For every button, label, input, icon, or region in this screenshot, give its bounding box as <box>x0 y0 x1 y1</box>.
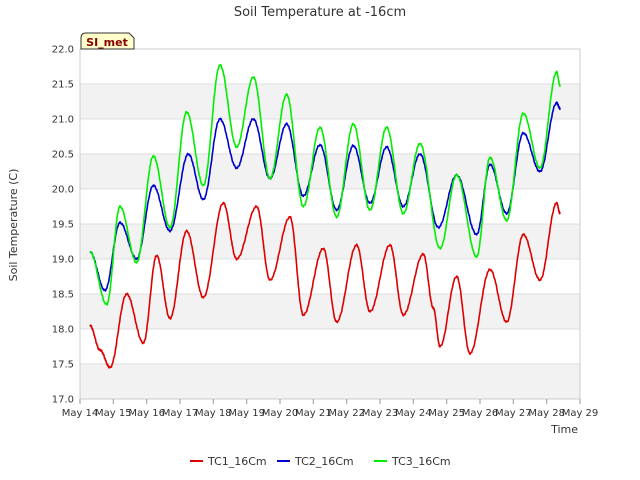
y-tick-label: 20.5 <box>52 150 74 161</box>
plot-area-frame <box>79 48 581 400</box>
x-tick-label: May 15 <box>95 408 132 419</box>
station-badge-label: SI_met <box>86 36 128 49</box>
y-tick-label: 21.0 <box>52 115 74 126</box>
y-tick-label: 18.5 <box>52 290 74 301</box>
legend-item-tc1_16cm: TC1_16Cm <box>190 455 267 468</box>
y-axis-ticks: 17.0 17.5 18.0 18.5 19.0 19.5 20.0 20.5 21.0 21.5… <box>52 45 74 406</box>
station-badge: SI_met <box>80 32 135 50</box>
series-line-tc3_16cm <box>89 63 561 306</box>
x-tick-label: May 14 <box>62 408 99 419</box>
x-tick-label: May 21 <box>295 408 332 419</box>
background-band <box>80 49 580 84</box>
legend-label: TC1_16Cm <box>207 455 267 468</box>
x-tick-label: May 20 <box>262 408 299 419</box>
legend-item-tc3_16cm: TC3_16Cm <box>374 455 451 468</box>
y-tick-label: 18.0 <box>52 325 74 336</box>
x-tick-label: May 22 <box>328 408 365 419</box>
y-tick-label: 22.0 <box>52 45 74 56</box>
x-tick-label: May 26 <box>462 408 499 419</box>
x-tick-label: May 16 <box>128 408 165 419</box>
y-tick-label: 20.0 <box>52 185 74 196</box>
x-tick-label: May 18 <box>195 408 232 419</box>
background-band <box>80 224 580 259</box>
background-band <box>80 119 580 154</box>
x-tick-label: May 19 <box>228 408 265 419</box>
series-lines <box>89 63 561 369</box>
background-band <box>80 84 580 119</box>
y-tick-label: 17.5 <box>52 360 74 371</box>
x-tick-label: May 27 <box>495 408 532 419</box>
background-band <box>80 364 580 399</box>
y-tick-label: 19.0 <box>52 255 74 266</box>
y-tick-label: 17.0 <box>52 395 74 406</box>
x-axis-label: Time <box>550 423 578 436</box>
legend-label: TC2_16Cm <box>294 455 354 468</box>
x-tick-label: May 28 <box>528 408 565 419</box>
series-line-tc1_16cm <box>89 201 561 369</box>
legend-item-tc2_16cm: TC2_16Cm <box>277 455 354 468</box>
background-band <box>80 294 580 329</box>
x-tick-label: May 24 <box>395 408 432 419</box>
y-axis-label: Soil Temperature (C) <box>7 169 20 282</box>
x-tick-label: May 23 <box>362 408 399 419</box>
x-tick-label: May 17 <box>162 408 199 419</box>
y-tick-label: 19.5 <box>52 220 74 231</box>
x-tick-label: May 25 <box>428 408 465 419</box>
background-band <box>80 329 580 364</box>
y-tick-label: 21.5 <box>52 80 74 91</box>
x-tick-label: May 29 <box>562 408 599 419</box>
plot-background-bands <box>80 49 580 399</box>
legend-label: TC3_16Cm <box>391 455 451 468</box>
legend: TC1_16Cm TC2_16Cm TC3_16Cm <box>190 455 451 468</box>
chart-title: Soil Temperature at -16cm <box>234 5 406 20</box>
